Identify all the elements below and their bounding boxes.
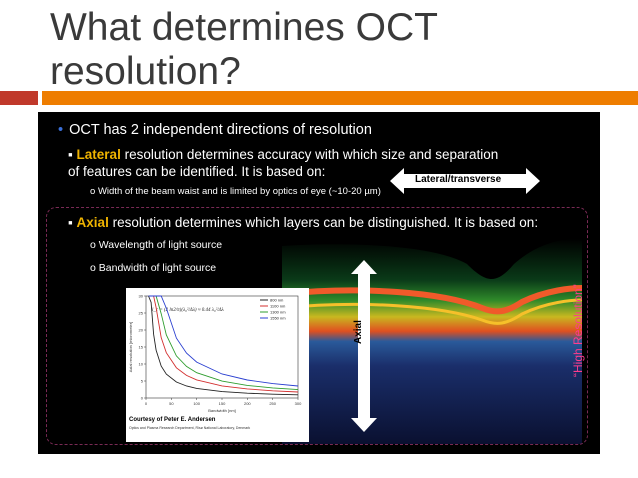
- chart-canvas: 0 50 100 150 200 250 300 0 5 10 15 20 25 30 Bandwidth …: [128, 294, 302, 414]
- x-tick-label: 50: [169, 401, 174, 406]
- y-tick-label: 5: [141, 379, 144, 384]
- accent-bar: [42, 91, 638, 105]
- bullet-axial-sub-wavelength: o Wavelength of light source: [90, 239, 223, 251]
- series-line: [148, 295, 299, 387]
- axial-double-arrow: [351, 260, 377, 432]
- x-tick-label: 150: [219, 401, 226, 406]
- y-tick-label: 20: [139, 328, 144, 333]
- slide-title: What determines OCT resolution?: [50, 6, 438, 93]
- y-axis-label: Axial resolution [micrometer]: [128, 322, 133, 372]
- y-tick-label: 0: [141, 396, 144, 401]
- legend-label: 1550 nm: [270, 316, 286, 321]
- slide-image: • OCT has 2 independent directions of res…: [38, 112, 600, 454]
- bullet-axial-sub-bandwidth: o Bandwidth of light source: [90, 262, 217, 274]
- legend-label: 800 nm: [270, 298, 284, 303]
- y-tick-label: 15: [139, 345, 144, 350]
- bullet-lateral: ▪ Lateral resolution determines accuracy…: [68, 147, 499, 179]
- y-tick-label: 25: [139, 311, 144, 316]
- axial-resolution-chart: 0 50 100 150 200 250 300 0 5 10 15 20 25 30 Bandwidth …: [126, 288, 309, 442]
- axial-arrow-label: Axial: [353, 320, 364, 344]
- x-tick-label: 0: [145, 401, 148, 406]
- y-tick-label: 10: [139, 362, 144, 367]
- figure-caption: Courtesy of Peter E. Andersen: [129, 417, 216, 423]
- y-tick-label: 30: [139, 294, 144, 299]
- x-tick-label: 100: [193, 401, 200, 406]
- legend-label: 1300 nm: [270, 310, 286, 315]
- x-axis-label: Bandwidth [nm]: [208, 408, 236, 413]
- chart-equation: l_c = (2 ln2/π)(λ₀²/Δλ) ≈ 0.44 λ₀²/Δλ: [152, 307, 225, 313]
- lateral-double-arrow: [390, 168, 540, 194]
- bullet-lateral-sub: o Width of the beam waist and is limited…: [90, 186, 381, 197]
- x-tick-label: 250: [269, 401, 276, 406]
- bullet-axial: ▪ Axial resolution determines which laye…: [68, 215, 539, 230]
- x-tick-label: 300: [295, 401, 302, 406]
- high-resolution-label: “High Resolution”: [571, 284, 585, 377]
- series-line: [148, 295, 299, 396]
- lateral-arrow-label: Lateral/transverse: [415, 174, 502, 185]
- axial-section-border: [46, 207, 588, 445]
- figure-affiliation: Optics and Plasma Research Department, R…: [129, 426, 251, 430]
- x-tick-label: 200: [244, 401, 251, 406]
- accent-bar-left: [0, 91, 38, 105]
- legend-label: 1100 nm: [270, 304, 286, 309]
- bullet-main: • OCT has 2 independent directions of res…: [58, 122, 372, 138]
